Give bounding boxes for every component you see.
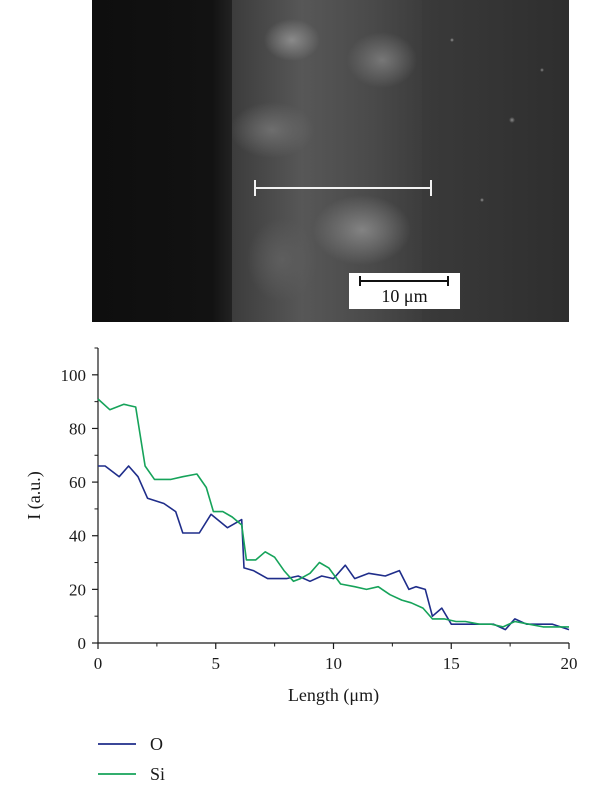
chart-series — [97, 398, 570, 631]
chart-ticks: 0 5 10 15 20 0 20 40 60 80 100 — [61, 347, 578, 673]
y-axis-title: I (a.u.) — [24, 471, 45, 519]
x-tick-label: 15 — [443, 654, 460, 673]
series-line-o — [98, 465, 570, 631]
micrograph-coating-band — [232, 0, 432, 322]
chart-legend: O Si — [98, 734, 165, 784]
x-axis-title: Length (μm) — [288, 685, 379, 706]
y-tick-label: 60 — [69, 473, 86, 492]
y-tick-label: 20 — [69, 580, 86, 599]
y-tick-label: 0 — [78, 634, 87, 653]
scale-bar-cap-right — [447, 276, 449, 286]
line-profile-chart: 0 5 10 15 20 0 20 40 60 80 100 Length (μm) I (a.u.… — [24, 347, 578, 784]
y-tick-label: 40 — [69, 527, 86, 546]
series-line-si — [97, 398, 569, 628]
y-tick-label: 100 — [61, 366, 87, 385]
eds-scan-line — [254, 187, 432, 189]
x-tick-label: 10 — [325, 654, 342, 673]
micrograph-substrate-region — [422, 0, 569, 322]
scale-bar — [359, 280, 449, 282]
scan-line-end — [430, 180, 432, 196]
chart-axes — [97, 348, 569, 644]
y-tick-label: 80 — [69, 419, 86, 438]
sem-micrograph — [92, 0, 569, 322]
x-tick-label: 5 — [212, 654, 221, 673]
legend-label-si: Si — [150, 764, 165, 784]
legend-label-o: O — [150, 734, 163, 754]
scale-bar-box: 10 μm — [349, 273, 460, 309]
micrograph-dark-region — [92, 0, 242, 322]
x-tick-label: 0 — [94, 654, 103, 673]
x-tick-label: 20 — [561, 654, 578, 673]
scale-bar-label: 10 μm — [381, 286, 428, 306]
